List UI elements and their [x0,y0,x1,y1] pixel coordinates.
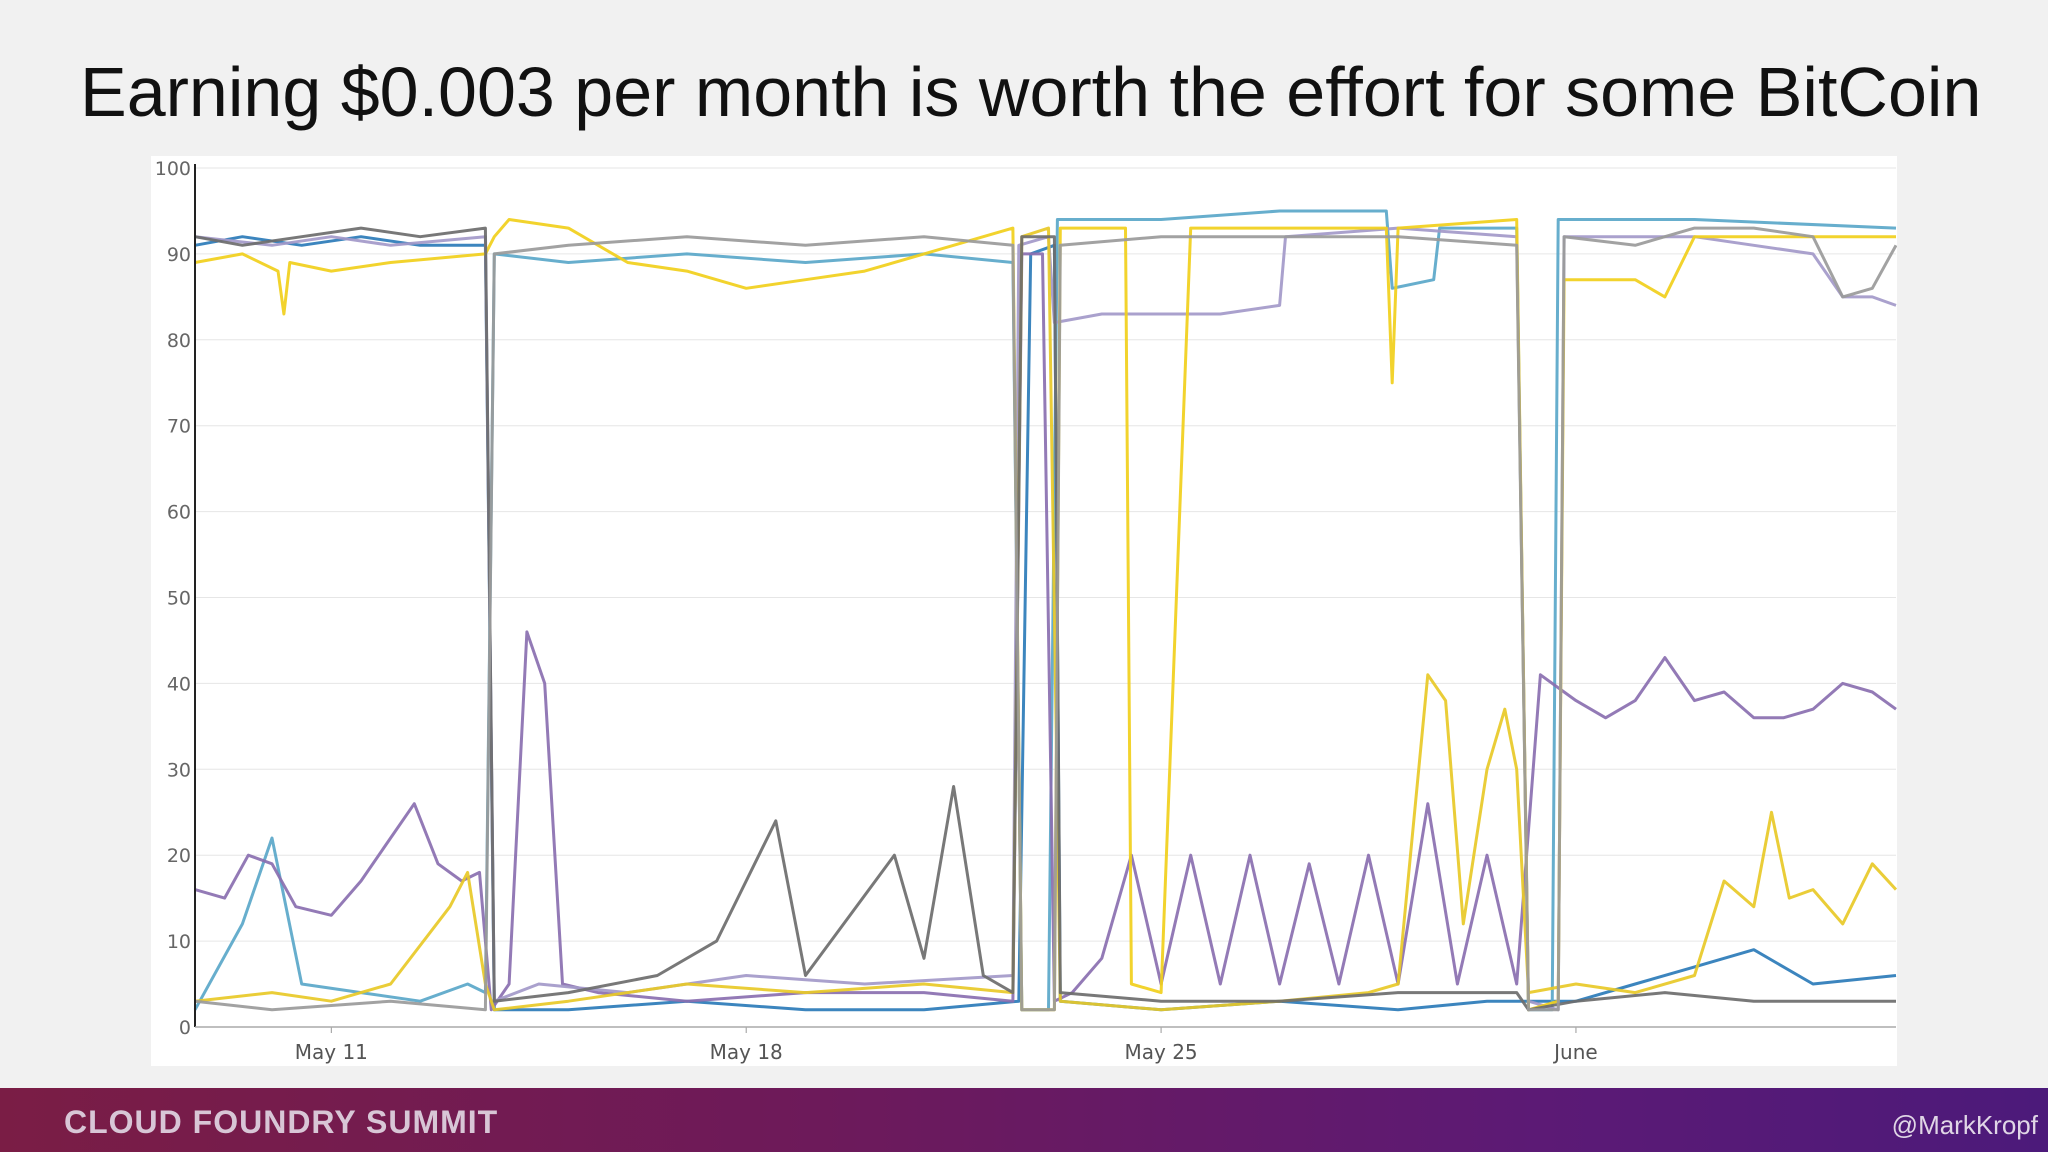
series-line-5 [194,218,1896,1012]
y-tick-label: 90 [167,244,191,266]
y-tick-label: 40 [167,673,191,695]
slide-title: Earning $0.003 per month is worth the ef… [80,53,1982,131]
series-line-1 [194,235,1897,1012]
chart-panel: 0 10 20 30 40 50 60 70 80 90 100 May 11 May 18 May 25… [151,156,1897,1066]
x-tick-label: June [1552,1040,1598,1064]
series-line-3 [194,252,1897,1012]
y-tick-label: 50 [167,588,191,610]
y-tick-label: 60 [167,502,191,524]
x-tick-label: May 25 [1124,1040,1197,1064]
line-chart: 0 10 20 30 40 50 60 70 80 90 100 May 11 May 18 May 25… [155,158,1897,1064]
y-tick-label: 100 [155,158,191,180]
footer-bar: CLOUD FOUNDRY SUMMIT @MarkKropf [0,1088,2048,1152]
series-line-4 [194,226,1897,1012]
y-tick-label: 30 [167,759,191,781]
y-tick-label: 80 [167,330,191,352]
axes: 0 10 20 30 40 50 60 70 80 90 100 May 11 May 18 May 25… [155,158,1896,1064]
series-line-6 [194,226,1897,1012]
series-line-8 [194,226,1897,1012]
series-line-7 [194,226,1896,1012]
x-tick-label: May 18 [710,1040,783,1064]
y-tick-label: 10 [167,931,191,953]
footer-handle: @MarkKropf [1891,1110,2038,1140]
footer-brand: CLOUD FOUNDRY SUMMIT [64,1104,499,1140]
y-tick-label: 0 [179,1017,191,1039]
y-tick-label: 70 [167,416,191,438]
x-tick-label: May 11 [295,1040,368,1064]
y-tick-label: 20 [167,845,191,867]
series-lines [193,209,1897,1012]
series-line-2 [193,209,1897,1012]
